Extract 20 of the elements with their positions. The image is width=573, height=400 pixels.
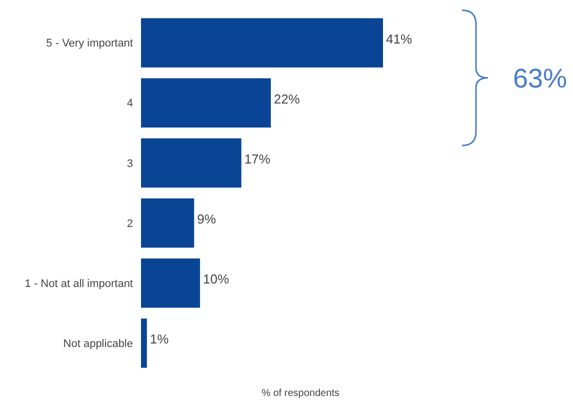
y-tick-label: 4 [126, 98, 133, 110]
text: 63% [512, 63, 568, 94]
bar [141, 198, 194, 248]
data-label: 9% [197, 212, 216, 227]
data-label: 17% [244, 152, 271, 167]
y-tick-label: Not applicable [63, 338, 133, 350]
y-tick-label: 5 - Very important [46, 38, 133, 50]
y-tick-label: 1 - Not at all important [24, 278, 133, 290]
bar [141, 18, 383, 68]
bar [141, 318, 147, 368]
bar [141, 258, 200, 308]
y-tick-label: 2 [126, 218, 133, 230]
bar [141, 138, 242, 188]
data-label: 1% [150, 332, 170, 347]
bar [141, 78, 271, 128]
x-axis-title: % of respondents [262, 388, 340, 399]
data-label: 22% [274, 91, 300, 106]
y-tick-label: 3 [126, 158, 133, 170]
data-label: 41% [386, 31, 412, 46]
data-label: 10% [203, 272, 230, 287]
